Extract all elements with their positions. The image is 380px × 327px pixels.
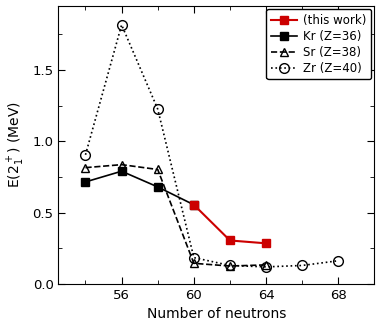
Zr (Z=40) bbox=[336, 259, 340, 263]
Kr (Z=36) bbox=[192, 203, 196, 207]
Sr (Z=38) bbox=[155, 167, 160, 171]
Zr (Z=40) bbox=[119, 23, 124, 27]
Legend: (this work), Kr (Z=36), Sr (Z=38), Zr (Z=40): (this work), Kr (Z=36), Sr (Z=38), Zr (Z… bbox=[266, 9, 371, 79]
Line: Sr (Z=38): Sr (Z=38) bbox=[81, 161, 270, 270]
Zr (Z=40) bbox=[228, 264, 232, 267]
Kr (Z=36) bbox=[155, 185, 160, 189]
Line: (this work): (this work) bbox=[190, 200, 270, 248]
Sr (Z=38) bbox=[264, 263, 268, 267]
Sr (Z=38) bbox=[228, 264, 232, 268]
Zr (Z=40) bbox=[264, 265, 268, 269]
Kr (Z=36) bbox=[83, 180, 88, 184]
Sr (Z=38) bbox=[119, 163, 124, 166]
(this work) bbox=[264, 241, 268, 245]
Line: Zr (Z=40): Zr (Z=40) bbox=[81, 20, 343, 272]
Zr (Z=40) bbox=[83, 153, 88, 157]
(this work) bbox=[192, 203, 196, 207]
Sr (Z=38) bbox=[83, 166, 88, 170]
Kr (Z=36) bbox=[119, 169, 124, 173]
Zr (Z=40) bbox=[192, 256, 196, 260]
Y-axis label: E(2$_1^+$) (MeV): E(2$_1^+$) (MeV) bbox=[6, 101, 27, 188]
(this work) bbox=[228, 238, 232, 242]
Zr (Z=40) bbox=[155, 107, 160, 111]
Line: Kr (Z=36): Kr (Z=36) bbox=[81, 167, 198, 209]
Sr (Z=38) bbox=[192, 261, 196, 265]
X-axis label: Number of neutrons: Number of neutrons bbox=[147, 307, 286, 321]
Zr (Z=40) bbox=[300, 264, 304, 267]
